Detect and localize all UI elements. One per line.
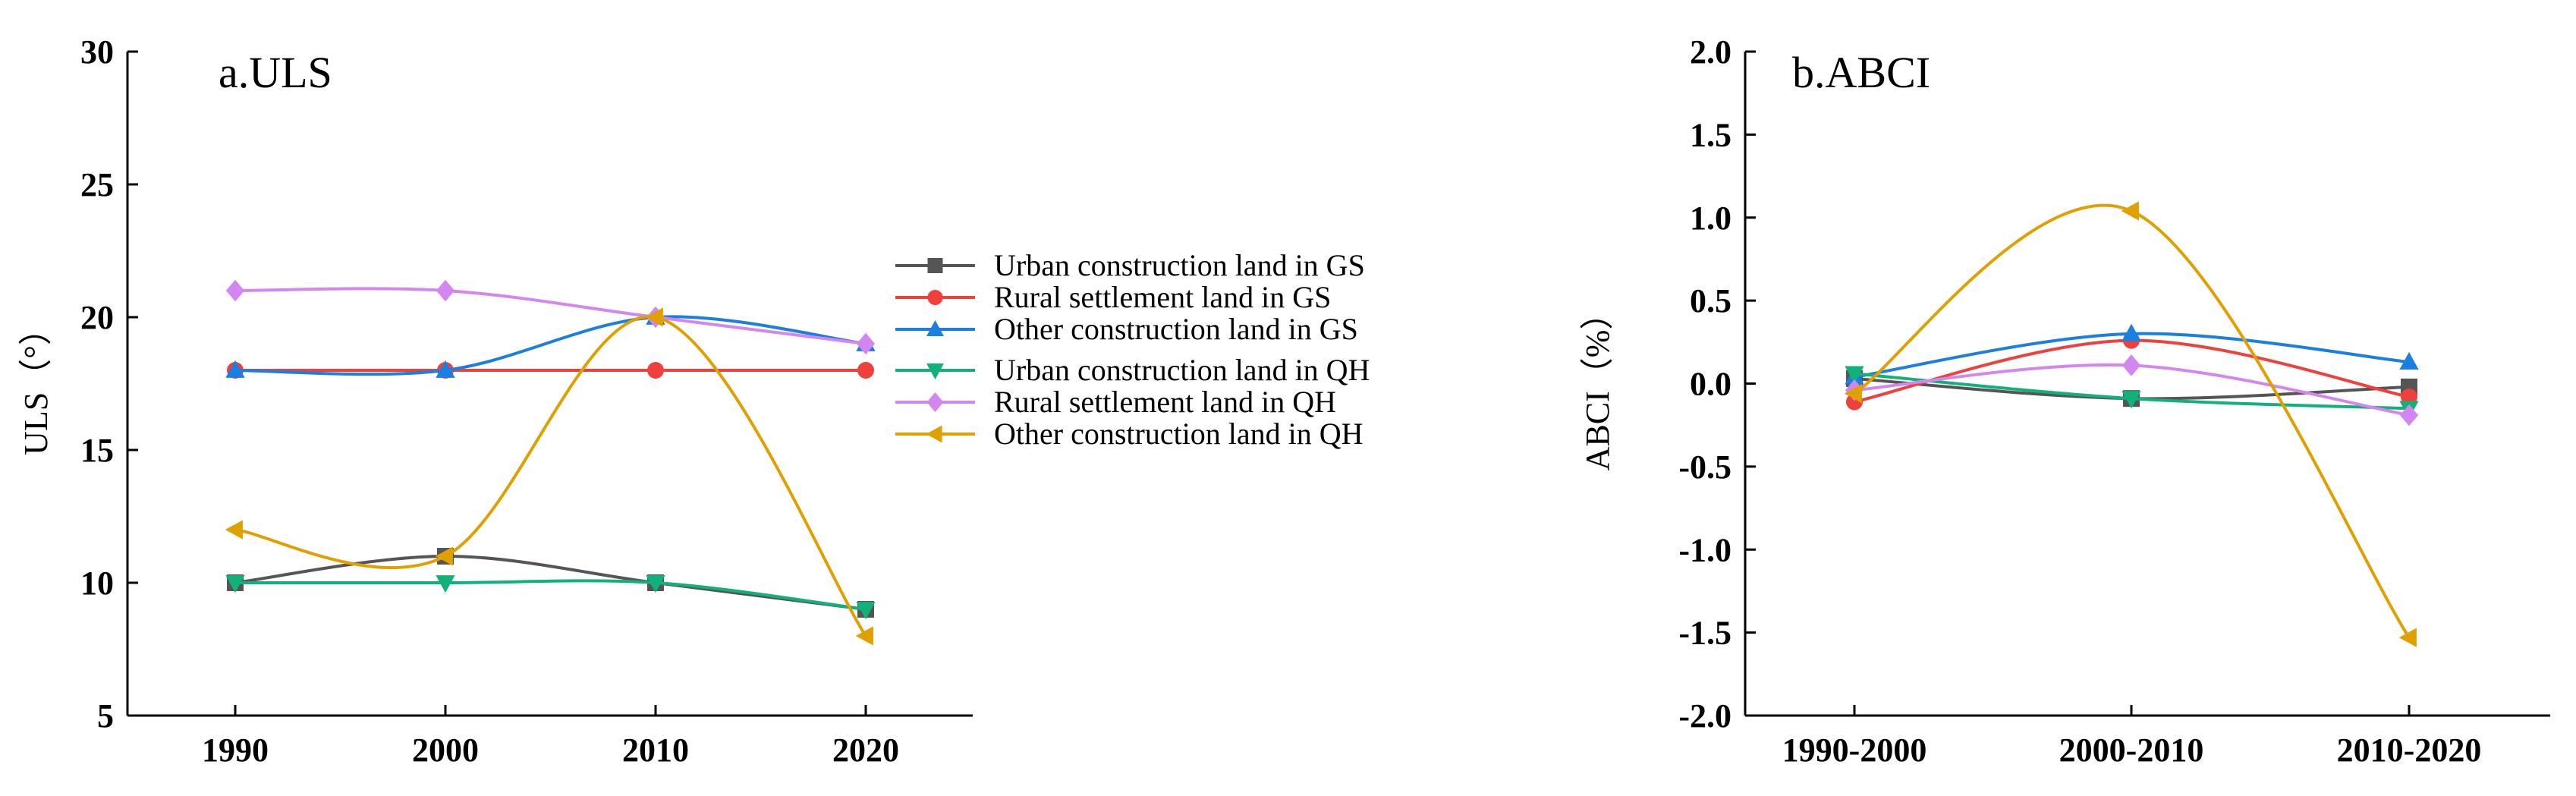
data-point <box>1844 383 1862 404</box>
y-axis-label: ULS（°） <box>17 312 55 455</box>
x-tick-label: 2020 <box>832 732 899 769</box>
x-tick-label: 2000 <box>412 732 479 769</box>
data-point <box>225 360 245 378</box>
data-point <box>646 575 665 593</box>
legend-item: Other construction land in QH <box>895 417 1363 451</box>
series-line <box>234 287 867 345</box>
data-point <box>435 546 453 566</box>
series-line <box>234 315 867 376</box>
data-point <box>225 520 243 540</box>
y-tick-label: 0.0 <box>1690 366 1731 403</box>
x-tick-label: 2010-2020 <box>2337 732 2482 769</box>
y-tick-label: 15 <box>80 432 114 469</box>
legend-marker <box>927 290 943 305</box>
legend-marker <box>926 320 944 336</box>
data-point <box>225 279 245 302</box>
y-tick-label: 10 <box>80 565 114 602</box>
x-tick-label: 1990 <box>202 732 269 769</box>
data-point <box>2399 404 2419 426</box>
legend-item: Rural settlement land in QH <box>895 385 1336 419</box>
series-line <box>234 554 867 611</box>
series-5 <box>225 307 873 646</box>
legend-marker <box>926 425 942 443</box>
series-5 <box>1844 201 2417 647</box>
series-line <box>234 315 867 637</box>
y-tick-label: 2.0 <box>1690 33 1731 71</box>
data-point <box>2398 628 2417 647</box>
data-point <box>647 362 664 379</box>
y-tick-label: -1.5 <box>1678 615 1731 652</box>
data-point <box>436 360 455 378</box>
y-tick-label: 1.5 <box>1690 116 1731 153</box>
data-point <box>645 307 663 327</box>
legend-label: Urban construction land in GS <box>994 248 1365 282</box>
legend-label: Other construction land in GS <box>994 312 1358 346</box>
series-2 <box>1845 323 2419 385</box>
y-axis-label: ABCI（%） <box>1579 297 1616 471</box>
data-point <box>857 362 874 379</box>
legend-marker <box>926 392 944 412</box>
data-point <box>225 575 245 593</box>
legend-label: Rural settlement land in GS <box>994 280 1331 314</box>
series-1 <box>227 362 874 379</box>
y-tick-label: 25 <box>80 166 114 203</box>
y-tick-label: -2.0 <box>1678 697 1731 735</box>
y-tick-label: 0.5 <box>1690 282 1731 319</box>
y-tick-label: 30 <box>80 33 114 71</box>
x-tick-label: 2010 <box>622 732 689 769</box>
x-tick-label: 2000-2010 <box>2059 732 2204 769</box>
series-3 <box>225 575 876 620</box>
legend-marker <box>926 363 944 379</box>
legend-item: Urban construction land in QH <box>895 353 1370 387</box>
panel-b-abci: -2.0 -1.5 -1.0 -0.5 0.0 0.5 1.0 1.5 2.0 1990-2000… <box>1579 33 2550 769</box>
panel-title: b.ABCI <box>1792 48 1930 97</box>
y-tick-label: -1.0 <box>1678 531 1731 568</box>
series-2 <box>225 307 876 378</box>
data-point <box>856 602 876 620</box>
panel-a-uls: 5 10 15 20 25 30 1990 2000 2010 2020 a.ULS ULS（°） <box>17 33 973 769</box>
data-point <box>856 332 876 355</box>
y-tick-label: 20 <box>80 299 114 336</box>
data-point <box>1845 366 1864 384</box>
data-point <box>2122 354 2141 376</box>
x-tick-label: 1990-2000 <box>1782 732 1927 769</box>
data-point <box>2122 323 2141 341</box>
legend-label: Other construction land in QH <box>994 417 1363 451</box>
panel-title: a.ULS <box>219 48 332 97</box>
data-point <box>436 575 455 593</box>
y-tick-label: 5 <box>97 697 114 735</box>
data-point <box>2122 391 2141 409</box>
legend-item: Other construction land in GS <box>895 312 1358 346</box>
legend-item: Urban construction land in GS <box>895 248 1365 282</box>
data-point <box>855 626 873 646</box>
legend-label: Rural settlement land in QH <box>994 385 1336 419</box>
data-point <box>2399 351 2419 370</box>
series-line <box>234 579 867 611</box>
legend-marker <box>927 258 943 273</box>
legend-label: Urban construction land in QH <box>994 353 1370 387</box>
data-point <box>436 279 455 302</box>
legend-item: Rural settlement land in GS <box>895 280 1331 314</box>
y-tick-label: -0.5 <box>1678 448 1731 486</box>
y-tick-label: 1.0 <box>1690 200 1731 237</box>
series-line <box>1853 203 2411 639</box>
data-point <box>2121 201 2139 221</box>
